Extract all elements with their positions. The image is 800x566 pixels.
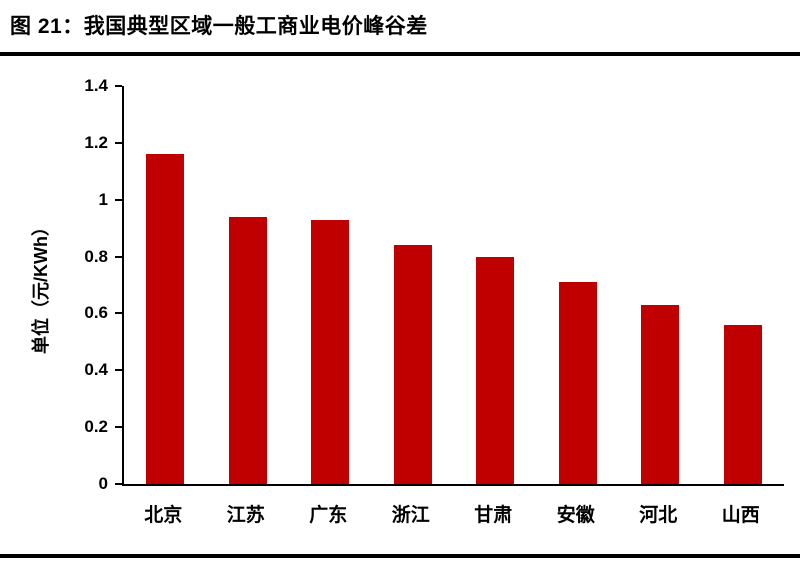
y-tick-label: 1 bbox=[98, 189, 108, 209]
x-axis-category-label: 河北 bbox=[639, 505, 678, 526]
bar-slot bbox=[124, 86, 207, 484]
bar-slot bbox=[619, 86, 702, 484]
bar-河北 bbox=[641, 304, 680, 484]
title-divider bbox=[0, 52, 800, 56]
bar-slot bbox=[289, 86, 372, 484]
y-tick: 0.8 bbox=[38, 247, 122, 267]
y-tick-mark bbox=[115, 369, 122, 372]
bar-slot bbox=[702, 86, 785, 484]
x-axis-category-label: 山西 bbox=[721, 505, 760, 526]
y-tick: 1.2 bbox=[38, 133, 122, 153]
y-tick: 0.6 bbox=[38, 303, 122, 323]
x-axis-category-label: 浙江 bbox=[391, 505, 430, 526]
x-axis-category-label: 江苏 bbox=[226, 505, 265, 526]
y-tick: 1.4 bbox=[38, 76, 122, 96]
bar-广东 bbox=[311, 219, 350, 484]
x-axis-category-label: 安徽 bbox=[556, 505, 595, 526]
y-tick-label: 0 bbox=[98, 474, 108, 493]
y-tick: 0 bbox=[38, 474, 122, 494]
bar-安徽 bbox=[558, 282, 597, 484]
y-tick: 1 bbox=[38, 190, 122, 210]
bar-slot bbox=[207, 86, 290, 484]
y-tick-label: 0.2 bbox=[84, 417, 108, 437]
y-tick-mark bbox=[115, 255, 122, 258]
y-tick-label: 0.6 bbox=[84, 303, 108, 323]
bars-container bbox=[124, 86, 784, 484]
y-tick: 0.4 bbox=[38, 360, 122, 380]
x-axis-category-label: 北京 bbox=[144, 505, 183, 526]
bar-chart: 单位（元/KWh） 0 0.2 0.4 0.6 0.8 1 1.2 1.4 北京 江苏 广东 浙江甘… bbox=[0, 56, 800, 546]
bar-甘肃 bbox=[476, 256, 515, 484]
bar-slot bbox=[454, 86, 537, 484]
y-tick-mark bbox=[115, 312, 122, 315]
bar-slot bbox=[372, 86, 455, 484]
bottom-divider bbox=[0, 554, 800, 558]
bar-北京 bbox=[146, 154, 185, 484]
y-tick-mark bbox=[115, 141, 122, 144]
x-axis-category-label: 广东 bbox=[309, 505, 348, 526]
y-tick: 0.2 bbox=[38, 417, 122, 437]
y-tick-mark bbox=[115, 483, 122, 485]
y-tick-label: 1.2 bbox=[84, 132, 108, 152]
y-tick-mark bbox=[115, 85, 122, 87]
bar-江苏 bbox=[228, 216, 267, 484]
y-tick-label: 0.8 bbox=[84, 246, 108, 266]
x-axis-category-label: 甘肃 bbox=[474, 505, 513, 526]
y-tick-label: 1.4 bbox=[84, 76, 108, 95]
bar-slot bbox=[537, 86, 620, 484]
y-tick-mark bbox=[115, 198, 122, 201]
y-tick-mark bbox=[115, 426, 122, 429]
y-tick-label: 0.4 bbox=[84, 360, 108, 380]
bar-浙江 bbox=[393, 245, 432, 484]
figure-title: 图 21：我国典型区域一般工商业电价峰谷差 bbox=[10, 15, 428, 38]
x-axis-labels: 北京 江苏 广东 浙江 甘肃 安徽 河北 山西 bbox=[122, 500, 782, 527]
bar-山西 bbox=[723, 324, 762, 484]
plot-area: 0 0.2 0.4 0.6 0.8 1 1.2 1.4 bbox=[84, 76, 784, 493]
